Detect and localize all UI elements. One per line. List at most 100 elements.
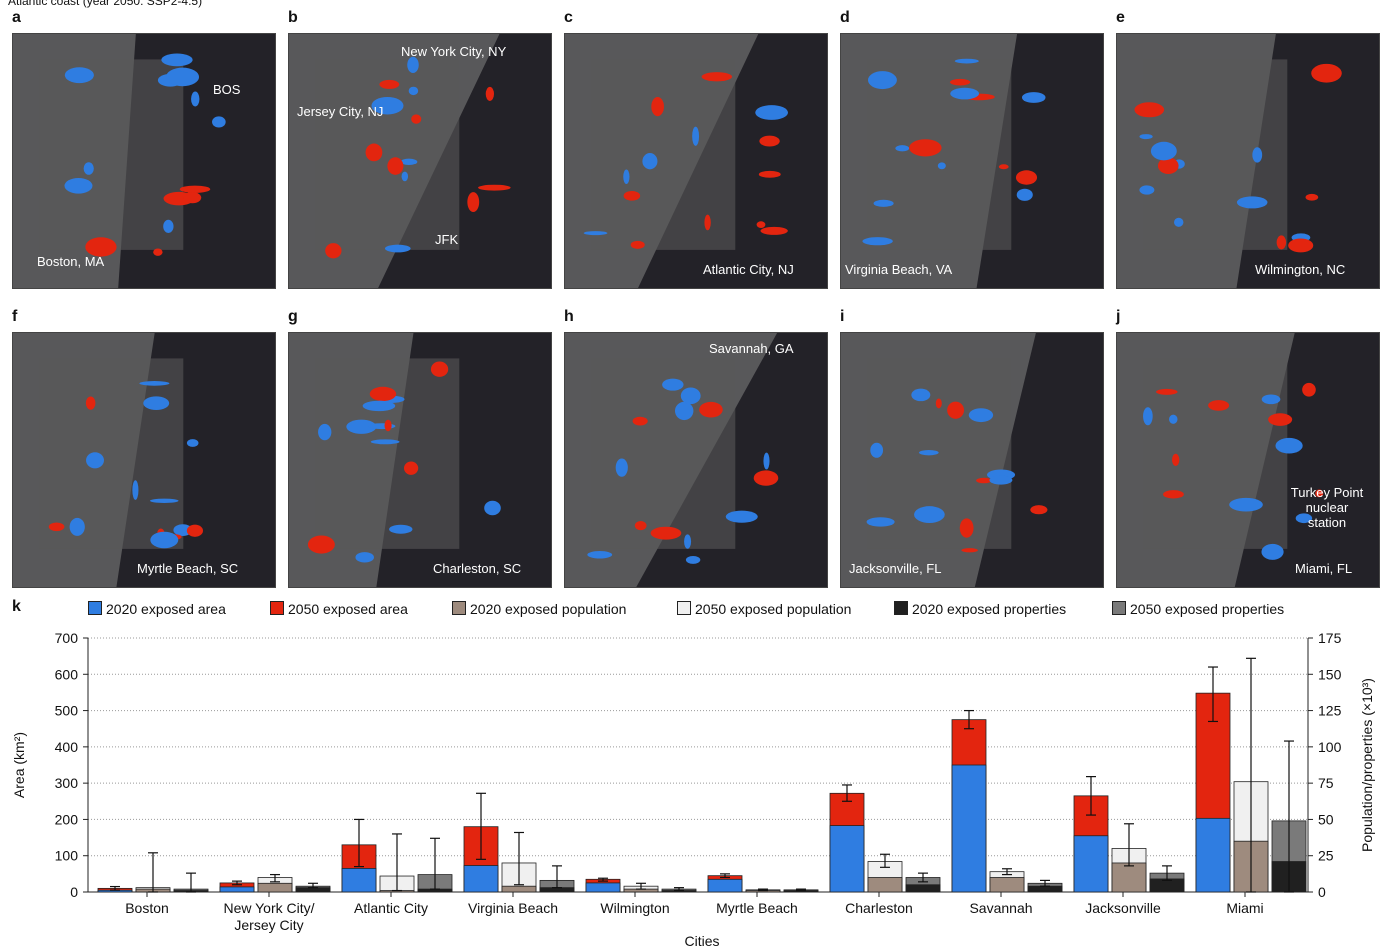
flood-2020-area <box>389 524 413 534</box>
flood-2050-area <box>387 157 404 175</box>
panel-letter-k: k <box>12 598 21 615</box>
land-area <box>867 59 1012 250</box>
flood-2020-area <box>384 244 411 253</box>
panel-letter-f: f <box>12 308 18 325</box>
flood-2050-area <box>959 518 974 538</box>
map-city-label: Miami, FL <box>1295 561 1353 576</box>
flood-2050-area <box>704 214 711 231</box>
flood-2020-area <box>64 67 94 84</box>
flood-2020-area <box>1236 196 1268 209</box>
legend-item-area-2020: 2020 exposed area <box>88 601 226 617</box>
legend-swatch <box>894 601 908 615</box>
map-image <box>1117 333 1324 587</box>
flood-2020-area <box>583 231 608 236</box>
map-city-label: New York City, NY <box>401 44 507 59</box>
bar-area-2020 <box>463 865 499 893</box>
flood-2050-area <box>485 86 495 101</box>
y-tick-label-right: 100 <box>1318 739 1342 755</box>
flood-2020-area <box>1275 437 1303 454</box>
flood-2020-area <box>1252 147 1263 163</box>
map-image <box>13 34 226 288</box>
flood-2050-area <box>650 526 682 540</box>
flood-2050-area <box>403 461 419 475</box>
flood-2050-area <box>153 248 163 256</box>
land-area <box>591 358 736 549</box>
flood-2050-area <box>760 226 788 235</box>
panel-letter-b: b <box>288 9 298 26</box>
bar-population-2020 <box>501 885 537 893</box>
flood-2050-area <box>632 416 648 426</box>
legend-swatch <box>452 601 466 615</box>
panel-letter-h: h <box>564 308 574 325</box>
land-area <box>39 358 184 549</box>
flood-2050-area <box>1305 193 1319 201</box>
flood-2020-area <box>662 378 684 391</box>
x-tick-label: New York City/ <box>223 900 314 916</box>
flood-2020-area <box>139 381 170 386</box>
x-tick-label: Wilmington <box>600 900 669 916</box>
flood-2020-area <box>680 387 701 405</box>
flood-2050-area <box>758 170 781 178</box>
map-panel-c: Atlantic City, NJ <box>564 33 828 289</box>
y-tick-label-left: 200 <box>55 811 79 827</box>
flood-2020-area <box>1261 543 1284 560</box>
flood-2020-area <box>692 126 700 146</box>
flood-2050-area <box>369 386 397 402</box>
flood-2020-area <box>149 498 179 503</box>
legend-swatch <box>88 601 102 615</box>
y-tick-label-left: 300 <box>55 775 79 791</box>
flood-2020-area <box>1021 92 1046 103</box>
flood-2020-area <box>615 458 628 477</box>
y-tick-label-right: 75 <box>1318 775 1334 791</box>
flood-2050-area <box>998 164 1009 170</box>
x-tick-label: Boston <box>125 900 169 916</box>
legend-swatch <box>270 601 284 615</box>
legend-item-population-2020: 2020 exposed population <box>452 601 626 617</box>
map-city-label: Charleston, SC <box>433 561 522 576</box>
flood-2050-area <box>623 190 641 201</box>
map-annotation-label: Jersey City, NJ <box>297 104 384 119</box>
map-annotation-label: JFK <box>435 232 459 247</box>
bar-area-2020 <box>341 868 377 893</box>
panel-letter-a: a <box>12 9 21 26</box>
flood-2050-area <box>85 237 117 257</box>
y-tick-label-right: 150 <box>1318 666 1342 682</box>
land-area <box>591 59 736 250</box>
flood-2020-area <box>150 531 179 549</box>
flood-2020-area <box>684 534 692 549</box>
x-tick-label: Jacksonville <box>1085 900 1161 916</box>
flood-2020-area <box>642 153 658 170</box>
land-area <box>39 59 184 250</box>
panel-letter-g: g <box>288 308 298 325</box>
flood-2050-area <box>630 240 645 249</box>
flood-2050-area <box>1311 63 1342 83</box>
map-city-label: Savannah, GA <box>709 341 794 356</box>
flood-2050-area <box>1208 400 1230 411</box>
map-image <box>565 34 789 288</box>
bar-area-2020 <box>829 825 865 893</box>
y-tick-label-right: 50 <box>1318 811 1334 827</box>
y-tick-label-left: 100 <box>55 848 79 864</box>
map-city-label: Wilmington, NC <box>1255 262 1346 277</box>
flood-2020-area <box>911 388 931 402</box>
map-city-label: Myrtle Beach, SC <box>137 561 239 576</box>
flood-2020-area <box>163 219 174 233</box>
bar-area-2020 <box>219 886 255 893</box>
flood-2020-area <box>873 199 894 207</box>
exposure-bar-chart: 0 100 200 300 400 500 600 700 0 25 50 75 100 125 150 17… <box>11 630 1375 948</box>
flood-2020-area <box>484 500 501 516</box>
flood-2020-area <box>186 439 199 447</box>
bar-properties-2020 <box>1027 885 1063 893</box>
flood-2020-area <box>968 408 994 423</box>
flood-2020-area <box>674 401 694 421</box>
map-image <box>841 34 1046 288</box>
flood-2050-area <box>467 192 480 212</box>
flood-2050-area <box>1156 388 1178 395</box>
y-tick-label-left: 0 <box>70 884 78 900</box>
map-image <box>289 34 511 288</box>
flood-2020-area <box>212 116 226 128</box>
legend-item-population-2050: 2050 exposed population <box>677 601 851 617</box>
x-tick-label: Atlantic City <box>354 900 428 916</box>
flood-2050-area <box>183 192 202 204</box>
bar-area-2020 <box>585 882 621 893</box>
